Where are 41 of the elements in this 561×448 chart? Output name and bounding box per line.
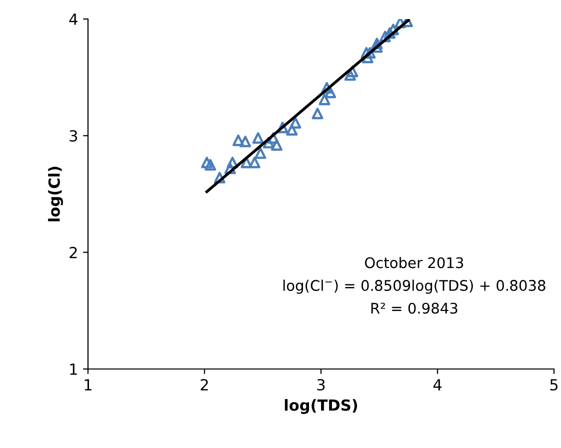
point xyxy=(214,172,226,184)
point xyxy=(240,156,252,168)
y-tick-label: 4 xyxy=(69,14,78,25)
point xyxy=(276,122,288,134)
annotation: R² = 0.9843 xyxy=(371,302,458,314)
x-tick-label: 5 xyxy=(550,379,558,391)
annotation: log(Cl$^{−}$) = 0.8509log(TDS) + 0.8038 xyxy=(283,280,546,294)
x-axis-title: log(TDS) xyxy=(284,399,358,414)
point xyxy=(371,38,383,50)
point xyxy=(344,69,356,81)
point xyxy=(226,156,238,168)
point xyxy=(384,27,396,39)
y-axis-title: log(Cl) xyxy=(48,166,63,222)
point xyxy=(321,82,333,94)
point xyxy=(387,24,399,36)
point xyxy=(224,162,236,174)
point xyxy=(318,94,330,106)
point xyxy=(240,136,252,148)
point xyxy=(204,159,216,171)
point xyxy=(252,132,264,144)
point xyxy=(262,136,274,148)
point xyxy=(286,124,298,136)
x-tick-label: 3 xyxy=(317,378,325,391)
point xyxy=(379,30,391,42)
point xyxy=(346,66,358,78)
y-tick-label: 3 xyxy=(70,130,78,142)
point xyxy=(324,86,336,98)
annotation: October 2013 xyxy=(364,256,464,268)
x-tick-label: 2 xyxy=(200,378,208,390)
x-tick-label: 1 xyxy=(84,379,92,390)
x-tick-label: 4 xyxy=(433,379,442,390)
point xyxy=(270,139,282,151)
point xyxy=(248,156,260,168)
y-tick-label: 2 xyxy=(70,246,77,258)
point xyxy=(232,134,244,146)
y-tick-label: 1 xyxy=(70,364,77,375)
point xyxy=(201,156,213,168)
point xyxy=(290,117,302,129)
point xyxy=(254,147,266,159)
point xyxy=(312,108,324,120)
point xyxy=(394,19,406,28)
